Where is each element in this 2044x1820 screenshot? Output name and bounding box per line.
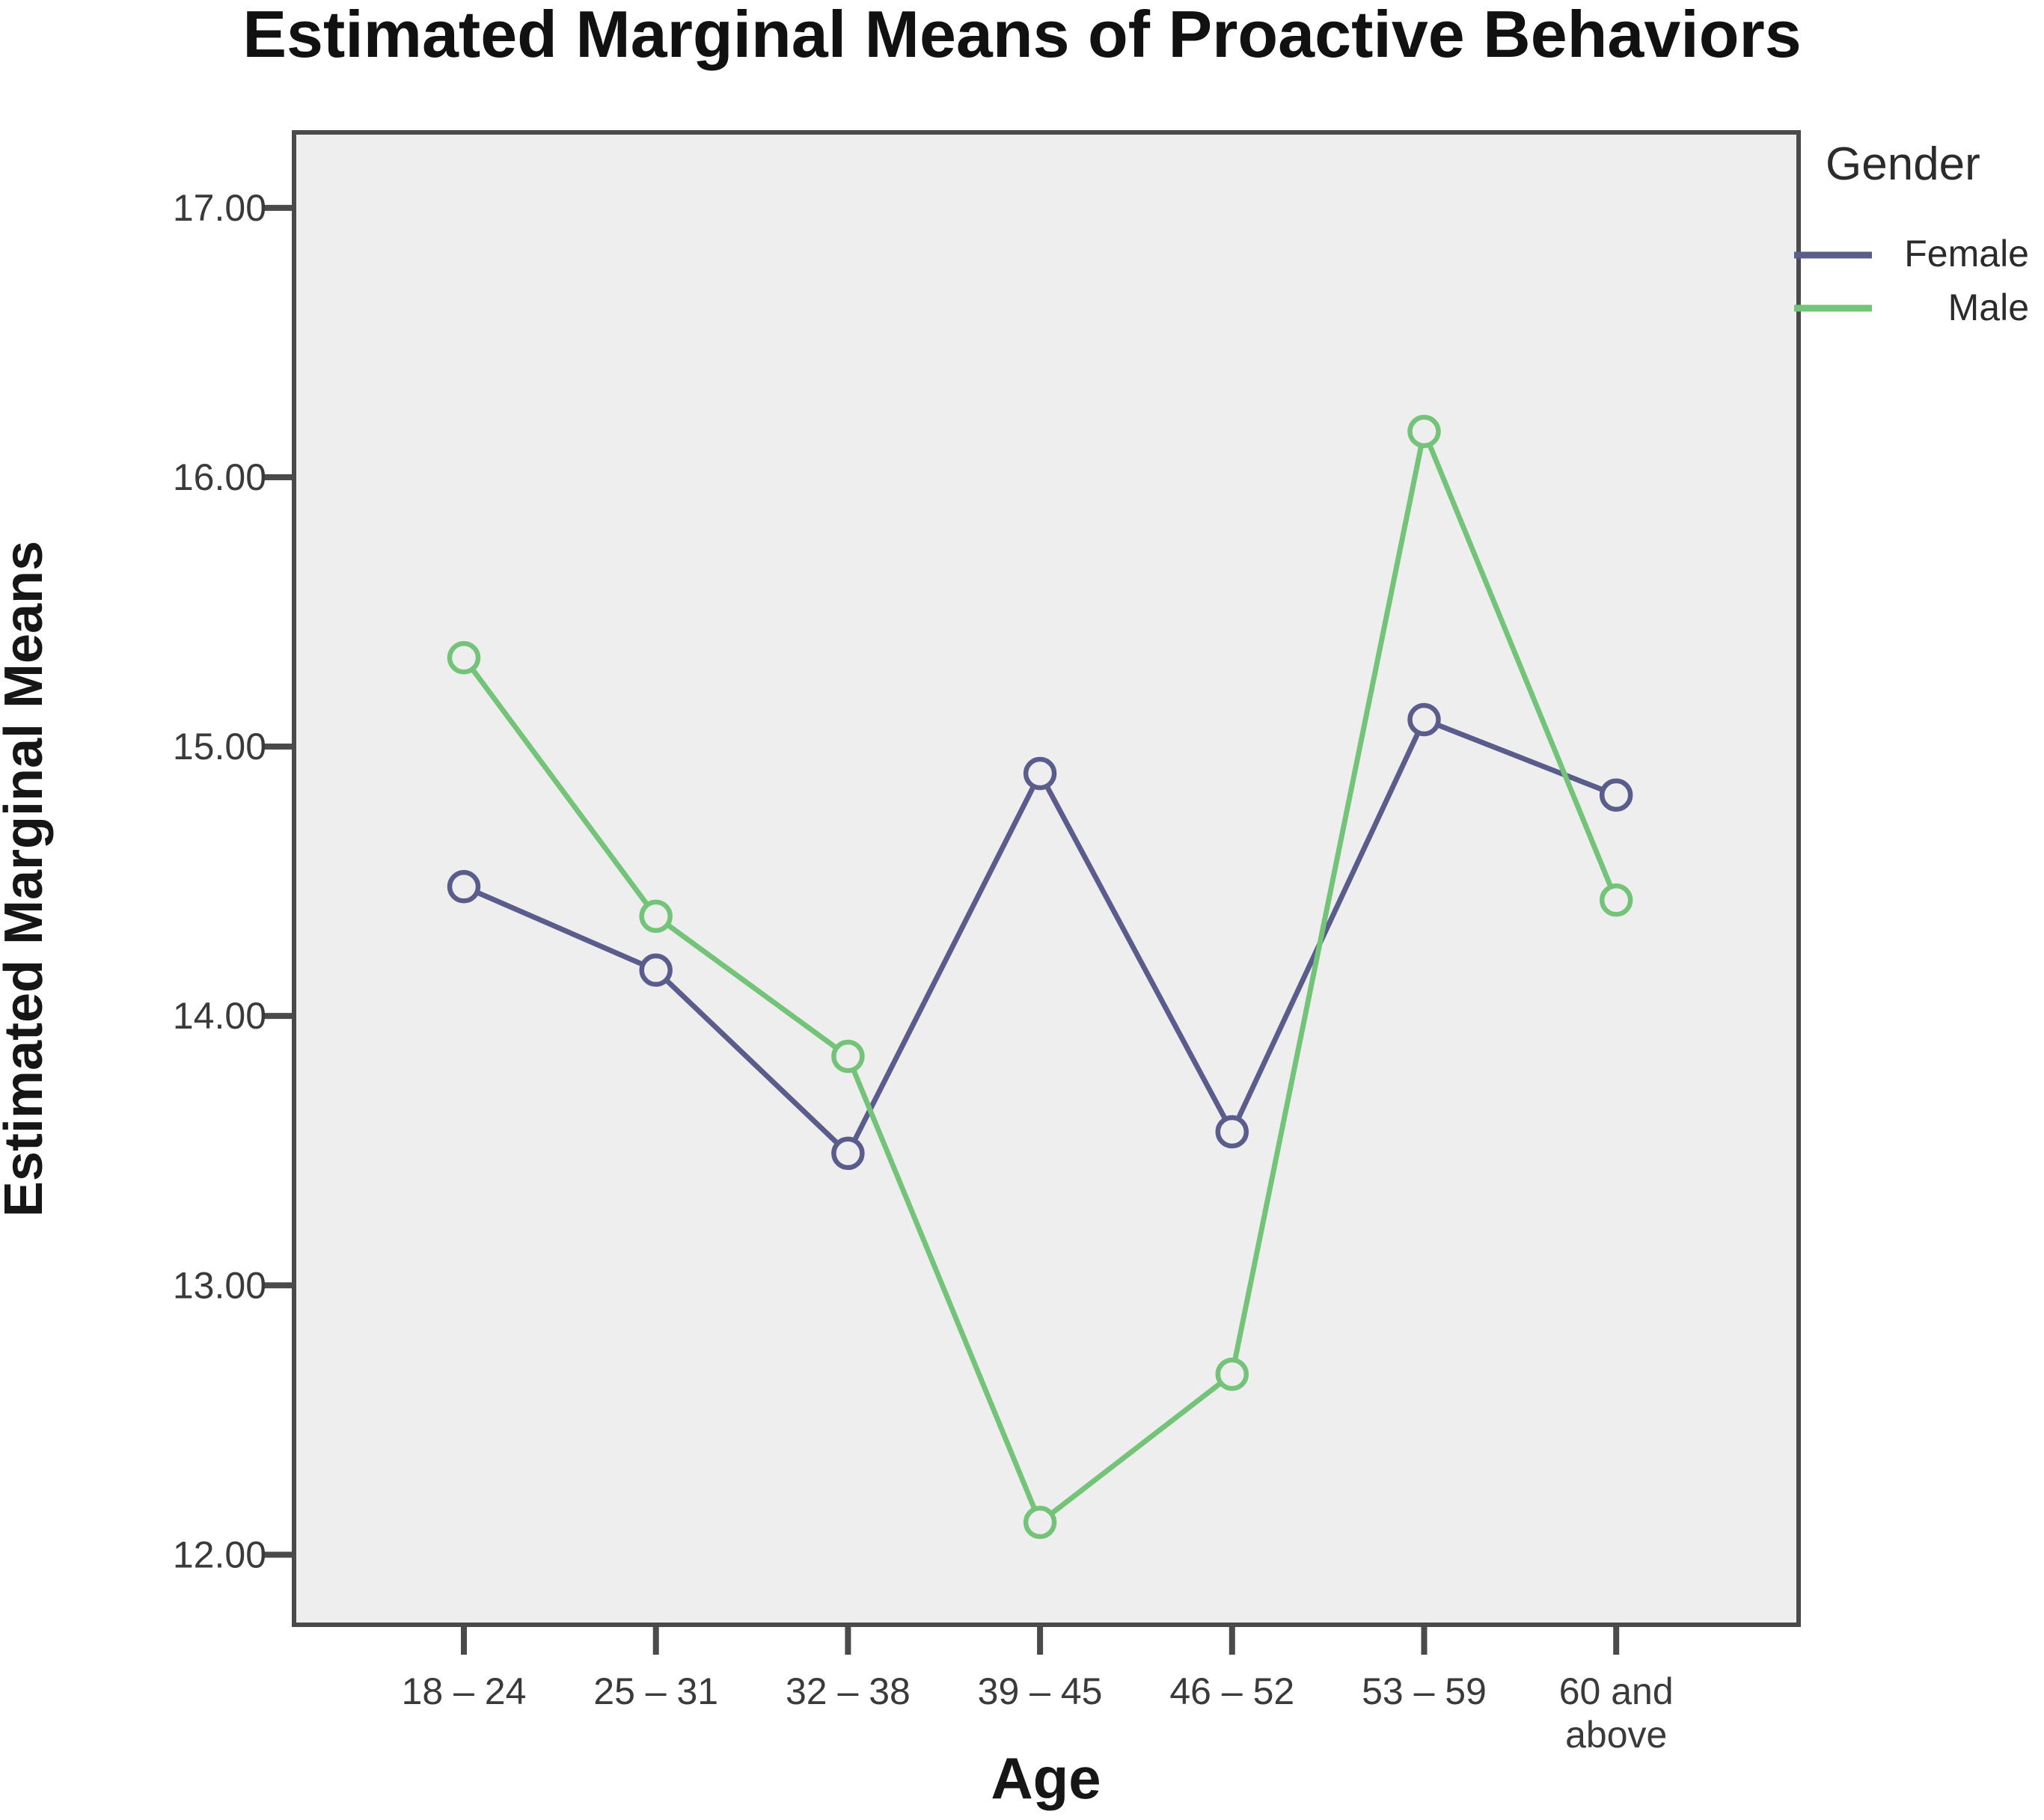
legend-label-female: Female (1904, 233, 2029, 275)
data-point-male-3 (1023, 1505, 1057, 1539)
x-tick-label: 46 – 52 (1169, 1670, 1294, 1712)
data-point-male-6 (1599, 883, 1633, 917)
data-point-male-5 (1407, 414, 1441, 448)
data-point-female-5 (1407, 702, 1441, 737)
x-tick-label: 53 – 59 (1362, 1670, 1487, 1712)
chart-title: Estimated Marginal Means of Proactive Be… (242, 0, 1801, 71)
data-point-male-0 (447, 640, 481, 675)
axis-ticks: 17.00 16.00 15.00 14.00 13.00 12.00 18 – 24 25 … (173, 187, 1674, 1756)
legend-title: Gender (1826, 138, 1980, 190)
x-tick-label: 60 and above (1559, 1670, 1674, 1756)
legend: Gender Female Male (1794, 138, 2029, 328)
data-point-male-1 (639, 899, 673, 934)
data-point-female-2 (831, 1136, 865, 1171)
y-tick-label: 13.00 (173, 1264, 266, 1306)
plot-background (292, 130, 1801, 1627)
y-tick-label: 14.00 (173, 995, 266, 1037)
x-tick-label: 18 – 24 (402, 1670, 527, 1712)
y-axis-label: Estimated Marginal Means (0, 541, 54, 1217)
series-lines (447, 414, 1633, 1539)
data-point-female-6 (1599, 778, 1633, 812)
x-tick-label: 25 – 31 (593, 1670, 718, 1712)
y-tick-label: 12.00 (173, 1533, 266, 1575)
y-tick-label: 17.00 (173, 187, 266, 229)
data-point-male-4 (1215, 1357, 1249, 1391)
y-tick-label: 15.00 (173, 726, 266, 767)
data-point-female-4 (1215, 1115, 1249, 1149)
data-point-female-3 (1023, 756, 1057, 791)
data-point-female-0 (447, 870, 481, 904)
x-axis-label: Age (991, 1745, 1101, 1811)
data-point-male-2 (831, 1039, 865, 1073)
data-point-female-1 (639, 953, 673, 987)
legend-label-male: Male (1948, 287, 2029, 328)
x-tick-label: 32 – 38 (786, 1670, 911, 1712)
x-tick-label: 39 – 45 (978, 1670, 1103, 1712)
y-tick-label: 16.00 (173, 456, 266, 498)
